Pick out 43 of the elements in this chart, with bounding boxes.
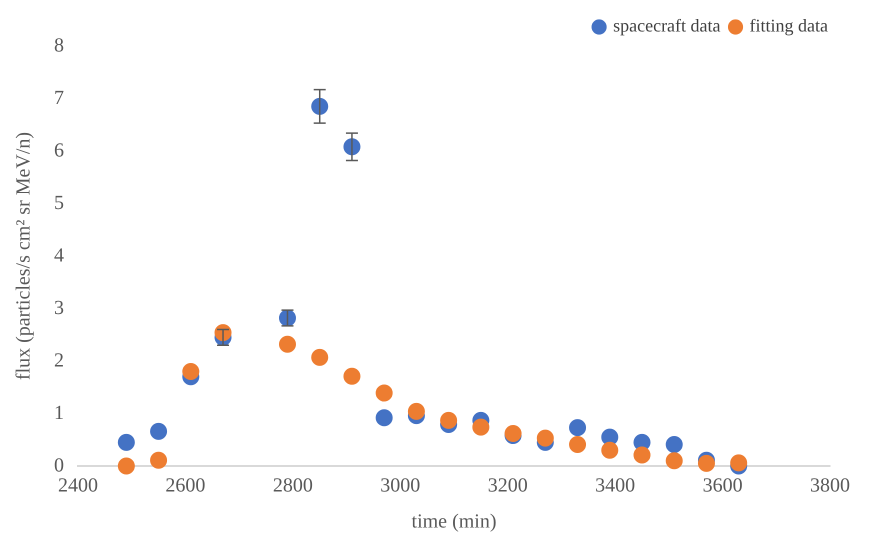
point (634, 446, 650, 464)
x-tick-label: 3400 (595, 474, 636, 496)
point (311, 348, 328, 366)
point (536, 430, 554, 447)
y-tick-label: 7 (54, 86, 64, 109)
legend-label: spacecraft data (613, 16, 721, 36)
y-tick-label: 3 (54, 296, 64, 319)
point (569, 419, 586, 436)
point (182, 363, 200, 380)
point (472, 418, 490, 436)
x-tick-label: 2600 (165, 474, 206, 496)
y-tick-label: 4 (54, 244, 64, 266)
x-tick-label: 3000 (380, 474, 420, 496)
point (150, 452, 168, 469)
y-tick-label: 8 (54, 34, 64, 56)
point (601, 442, 618, 459)
y-tick-label: 5 (54, 192, 64, 214)
legend-label: fitting data (750, 16, 828, 36)
y-tick-label: 0 (54, 454, 64, 476)
point (118, 434, 135, 451)
point (278, 336, 296, 353)
point (666, 436, 683, 453)
y-axis-title: flux (particles/s cm² sr MeV/n) (12, 132, 34, 380)
x-tick-label: 3200 (488, 474, 528, 496)
point (698, 454, 715, 472)
x-axis-title: time (min) (412, 510, 496, 532)
point (666, 452, 683, 470)
point (343, 368, 360, 385)
point (118, 458, 135, 474)
point (408, 402, 425, 420)
point (569, 436, 586, 453)
y-tick-label: 6 (54, 139, 64, 162)
y-tick-label: 1 (54, 402, 64, 424)
x-tick-label: 2400 (58, 474, 98, 496)
x-tick-label: 3800 (810, 474, 850, 496)
point (376, 384, 393, 402)
point (730, 454, 748, 472)
x-tick-label: 3600 (702, 474, 743, 496)
point (440, 412, 458, 429)
x-tick-label: 2800 (272, 474, 313, 496)
point (150, 422, 168, 440)
point (376, 409, 393, 426)
y-tick-label: 2 (54, 349, 64, 372)
